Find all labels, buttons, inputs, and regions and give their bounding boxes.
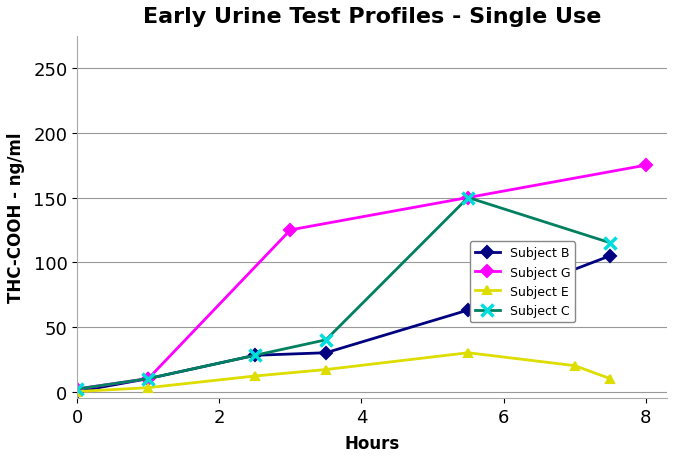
Subject B bbox=[606, 253, 614, 259]
Subject E bbox=[144, 385, 152, 391]
Subject B bbox=[251, 353, 259, 358]
Subject C bbox=[144, 376, 152, 381]
Subject C bbox=[251, 353, 259, 358]
Line: Subject B: Subject B bbox=[73, 252, 615, 396]
Subject G bbox=[144, 376, 152, 381]
Line: Subject G: Subject G bbox=[73, 162, 650, 393]
Legend: Subject B, Subject G, Subject E, Subject C: Subject B, Subject G, Subject E, Subject… bbox=[470, 242, 576, 322]
Subject E bbox=[606, 376, 614, 381]
Subject C bbox=[73, 386, 82, 392]
Subject E bbox=[571, 363, 579, 369]
Subject E bbox=[251, 374, 259, 379]
Subject B bbox=[322, 350, 330, 356]
Subject G bbox=[464, 196, 472, 201]
Subject G bbox=[73, 386, 82, 392]
Subject B bbox=[73, 389, 82, 394]
Line: Subject C: Subject C bbox=[71, 192, 616, 395]
Subject C bbox=[464, 196, 472, 201]
Subject E bbox=[73, 389, 82, 394]
Line: Subject E: Subject E bbox=[73, 349, 615, 396]
Subject G bbox=[642, 163, 650, 168]
Subject B bbox=[144, 376, 152, 381]
Subject C bbox=[606, 241, 614, 246]
Subject B bbox=[464, 308, 472, 313]
Subject E bbox=[322, 367, 330, 373]
Title: Early Urine Test Profiles - Single Use: Early Urine Test Profiles - Single Use bbox=[143, 7, 601, 27]
Subject C bbox=[322, 337, 330, 343]
Subject G bbox=[286, 228, 295, 233]
X-axis label: Hours: Hours bbox=[344, 434, 400, 452]
Subject E bbox=[464, 350, 472, 356]
Y-axis label: THC-COOH - ng/ml: THC-COOH - ng/ml bbox=[7, 132, 25, 302]
